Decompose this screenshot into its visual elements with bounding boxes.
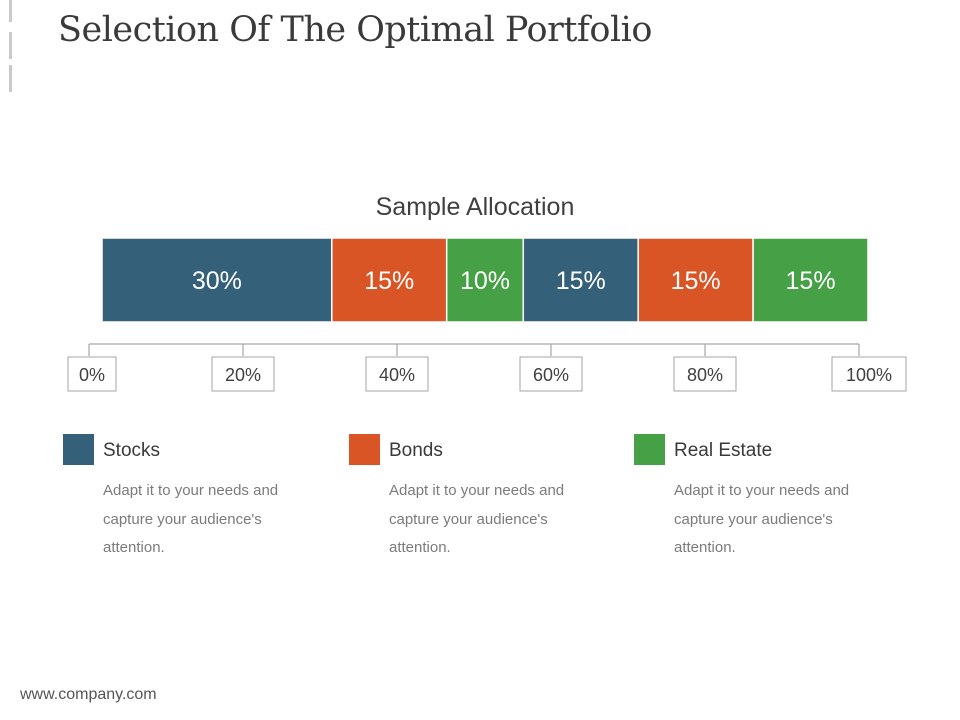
axis-tick-box-80 <box>673 356 737 392</box>
axis-tick-box-20 <box>211 356 275 392</box>
legend-label-stocks: Stocks <box>103 440 161 461</box>
axis-tick-label-20: 20% <box>225 365 261 385</box>
axis-tick-label-100: 100% <box>846 365 892 385</box>
bar-segment-5 <box>637 237 754 323</box>
axis-tick-box-40 <box>365 356 429 392</box>
legend-description-real-estate: Adapt it to your needs and capture your … <box>674 482 850 556</box>
bar-segment-1 <box>101 237 333 323</box>
legend-description-bonds: Adapt it to your needs and capture your … <box>389 482 565 556</box>
axis-tick-box-0 <box>67 356 117 392</box>
legend-swatch-stocks <box>63 434 94 465</box>
axis-tick-box-60 <box>519 356 583 392</box>
bar-segment-label-4: 15% <box>556 267 606 295</box>
corner-decoration <box>0 0 14 92</box>
legend-label-real-estate: Real Estate <box>674 440 773 461</box>
axis-tick-box-100 <box>831 356 907 392</box>
legend-swatch-real-estate <box>634 434 665 465</box>
bar-segment-4 <box>522 237 639 323</box>
legend-swatch-bonds <box>349 434 380 465</box>
footer-url: www.company.com <box>20 686 157 703</box>
bar-segment-label-1: 30% <box>192 267 242 295</box>
bar-segment-label-3: 10% <box>460 267 510 295</box>
bar-segment-label-2: 15% <box>364 267 414 295</box>
chart-title: Sample Allocation <box>376 193 575 221</box>
legend-label-bonds: Bonds <box>389 440 443 461</box>
axis-tick-label-60: 60% <box>533 365 569 385</box>
axis-tick-label-40: 40% <box>379 365 415 385</box>
bar-segment-label-6: 15% <box>786 267 836 295</box>
page-title: Selection Of The Optimal Portfolio <box>58 10 652 50</box>
bar-segment-6 <box>752 237 869 323</box>
legend-description-stocks: Adapt it to your needs and capture your … <box>103 482 279 556</box>
axis-tick-label-80: 80% <box>687 365 723 385</box>
bar-segment-2 <box>331 237 448 323</box>
bar-segment-label-5: 15% <box>671 267 721 295</box>
allocation-chart: Sample Allocation 30% 15% 10% 15% 15% 15% 0% 20%… <box>67 193 907 392</box>
axis-tick-label-0: 0% <box>79 365 105 385</box>
bar-segment-3 <box>445 237 525 323</box>
